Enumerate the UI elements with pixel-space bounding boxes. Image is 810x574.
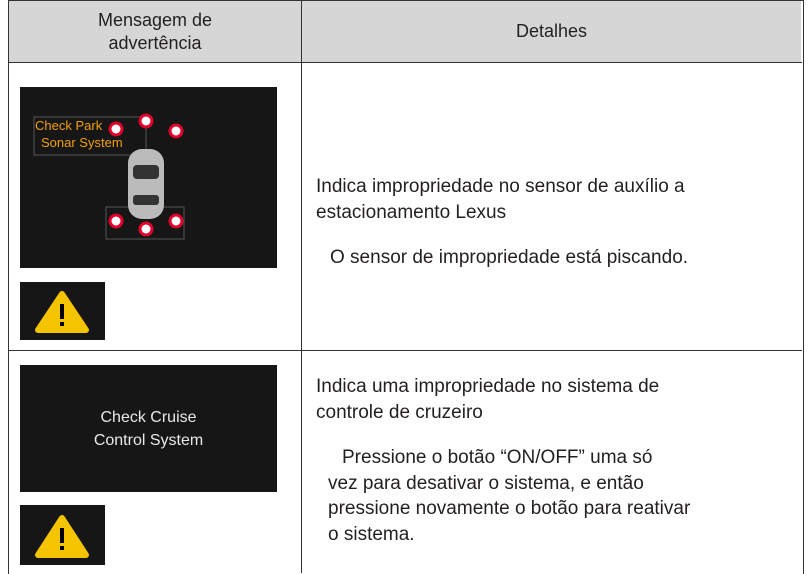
- details: Indica uma impropriedade no sistema de c…: [316, 374, 659, 425]
- note: Pressione o botão “ON/OFF” uma só vez pa…: [328, 445, 690, 547]
- note-line: O sensor de impropriedade está piscando.: [330, 247, 689, 268]
- screen-text: Check Park Sonar System: [35, 117, 123, 151]
- details-line: Indica impropriedade no sensor de auxíli…: [316, 176, 685, 197]
- car-icon: [33, 113, 185, 240]
- header-text: Detalhes: [515, 21, 588, 41]
- note-line: vez para desativar o sistema, e então: [328, 472, 644, 494]
- note: O sensor de impropriedade está piscando.: [330, 245, 688, 271]
- warning-icon: [20, 282, 105, 340]
- divider: [301, 0, 302, 573]
- screen-line: Check Park: [35, 118, 103, 133]
- table: [8, 0, 804, 574]
- screen-line: Sonar System: [41, 135, 123, 150]
- screen-line: Check Cruise: [100, 408, 197, 426]
- note-line: pressione novamente o botão para reativa…: [328, 498, 691, 519]
- screen-image: Check Cruise Control System: [20, 365, 277, 492]
- warning-icon: [20, 505, 105, 565]
- details-line: controle de cruzeiro: [316, 401, 483, 423]
- header-text: Mensagem de: [97, 9, 213, 30]
- divider: [8, 62, 802, 63]
- note-line: o sistema.: [328, 523, 415, 545]
- note-line: Pressione o botão “ON/OFF” uma só: [342, 447, 653, 468]
- details-line: Indica uma impropriedade no sistema de: [316, 376, 660, 397]
- header-cell: Mensagem de advertência: [9, 1, 301, 62]
- divider: [8, 350, 802, 351]
- screen-line: Control System: [93, 431, 204, 449]
- screen-image: Check Park Sonar System: [20, 87, 277, 268]
- header-cell: Detalhes: [302, 1, 801, 62]
- header-text: advertência: [108, 32, 202, 53]
- details: Indica impropriedade no sensor de auxíli…: [316, 174, 685, 225]
- details-line: estacionamento Lexus: [316, 201, 507, 223]
